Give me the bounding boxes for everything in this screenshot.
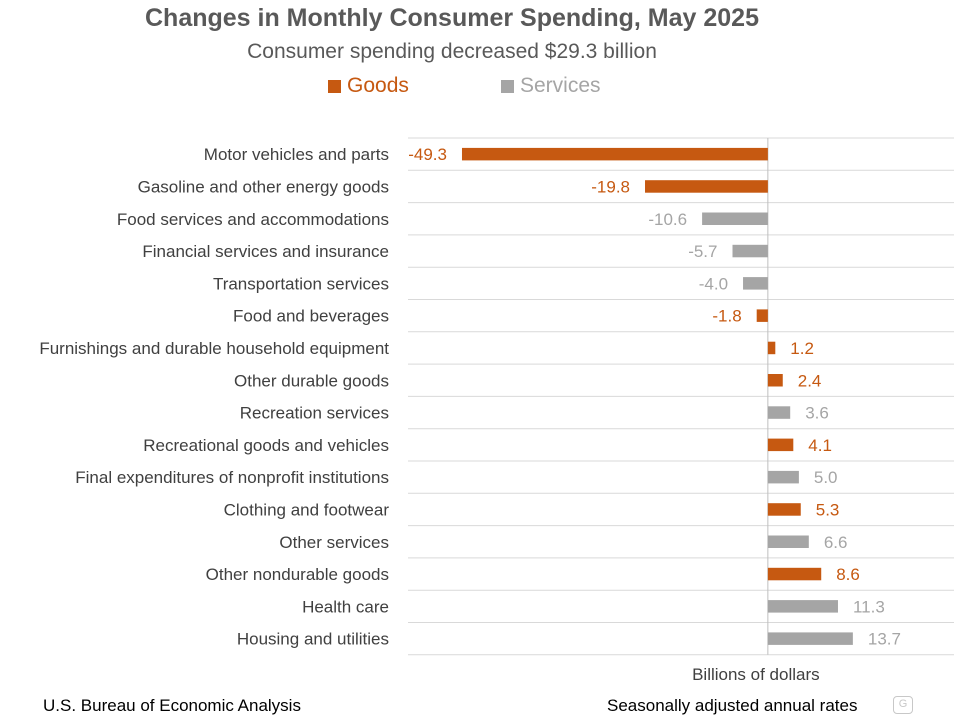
data-label: -19.8 <box>591 177 630 196</box>
bar-goods <box>767 341 776 355</box>
bar-services <box>767 632 853 645</box>
bar-goods <box>767 567 822 581</box>
category-label: Clothing and footwear <box>224 500 390 519</box>
legend-label-goods: Goods <box>347 74 409 97</box>
data-label: 3.6 <box>805 404 829 423</box>
data-label: 5.3 <box>816 500 840 519</box>
chart-title: Changes in Monthly Consumer Spending, Ma… <box>145 4 759 32</box>
category-label: Financial services and insurance <box>142 242 389 261</box>
category-label: Motor vehicles and parts <box>204 145 389 164</box>
data-label: 5.0 <box>814 468 838 487</box>
data-label: -10.6 <box>648 210 687 229</box>
data-label: 4.1 <box>808 436 832 455</box>
bar-chart: Motor vehicles and parts -49.3 Gasoline an… <box>39 137 954 684</box>
legend-swatch-goods <box>328 79 341 93</box>
bar-goods <box>767 438 794 452</box>
watermark-icon: G <box>893 696 913 714</box>
data-label: 6.6 <box>824 533 848 552</box>
bar-goods <box>645 180 768 193</box>
legend-item-goods: Goods <box>328 74 409 98</box>
data-label: -49.3 <box>408 145 447 164</box>
chart-subtitle: Consumer spending decreased $29.3 billio… <box>247 40 657 63</box>
category-label: Other services <box>279 533 389 552</box>
source-note: U.S. Bureau of Economic Analysis <box>43 696 301 715</box>
category-label: Recreational goods and vehicles <box>143 436 389 455</box>
bar-goods <box>461 147 768 161</box>
category-label: Other nondurable goods <box>206 565 389 584</box>
bar-goods <box>767 503 801 516</box>
x-axis-label: Billions of dollars <box>692 665 820 684</box>
bar-services <box>702 212 768 225</box>
bar-services <box>767 470 799 484</box>
bar-goods <box>767 374 783 387</box>
category-label: Final expenditures of nonprofit institut… <box>75 468 389 487</box>
category-label: Transportation services <box>213 274 389 293</box>
data-label: 2.4 <box>798 371 822 390</box>
bar-services <box>767 406 791 419</box>
data-label: 13.7 <box>868 630 901 649</box>
data-label: -5.7 <box>688 242 717 261</box>
category-label: Other durable goods <box>234 371 389 390</box>
category-label: Gasoline and other energy goods <box>138 177 389 196</box>
data-label: 8.6 <box>836 565 860 584</box>
category-label: Food services and accommodations <box>117 210 389 229</box>
data-label: 11.3 <box>853 597 885 616</box>
legend-item-services: Services <box>501 74 601 98</box>
data-label: -1.8 <box>712 307 741 326</box>
category-label: Food and beverages <box>233 307 389 326</box>
category-label: Recreation services <box>240 404 389 423</box>
bar-goods <box>756 309 768 322</box>
legend-label-services: Services <box>520 74 601 97</box>
bar-services <box>743 277 768 290</box>
bar-services <box>767 600 838 613</box>
bar-services <box>732 244 768 258</box>
rate-note: Seasonally adjusted annual rates <box>607 696 858 715</box>
category-label: Housing and utilities <box>237 630 389 649</box>
data-label: 1.2 <box>790 339 814 358</box>
legend-swatch-services <box>501 79 514 93</box>
data-label: -4.0 <box>699 274 728 293</box>
bar-services <box>767 535 809 548</box>
category-label: Health care <box>302 597 389 616</box>
category-label: Furnishings and durable household equipm… <box>39 339 389 358</box>
